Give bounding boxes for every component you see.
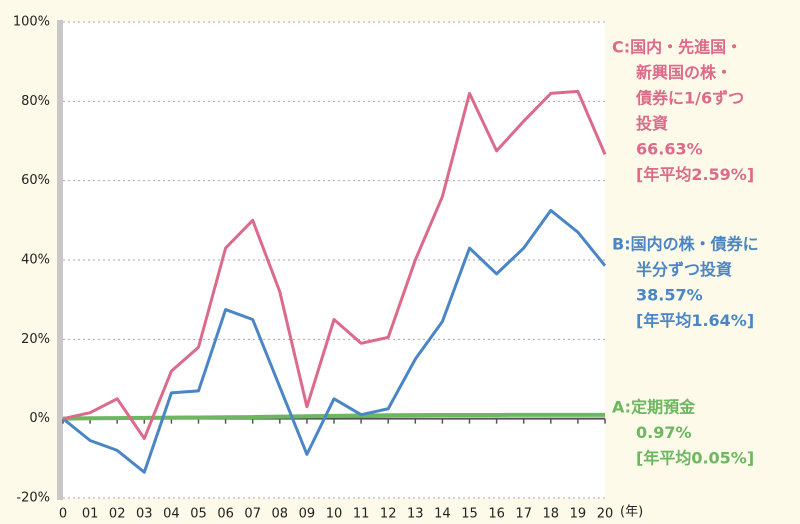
annotation: B:国内の株・債券に [612, 235, 759, 254]
y-tick-label: 100% [13, 15, 50, 30]
y-tick-label: 40% [21, 253, 50, 268]
annotation: [年平均1.64%] [636, 311, 754, 330]
x-tick-label: 09 [299, 507, 316, 522]
series-line [62, 208, 607, 474]
x-tick-label: 16 [488, 507, 505, 522]
series-line [62, 89, 607, 440]
x-tick-label: 14 [434, 507, 451, 522]
x-tick-label: 20 [597, 507, 614, 522]
y-axis [57, 20, 63, 500]
annotation: 66.63% [636, 140, 703, 159]
x-tick-label: 10 [326, 507, 343, 522]
y-tick-label: 60% [21, 173, 50, 188]
x-tick-label: 13 [407, 507, 424, 522]
y-tick-label: 80% [21, 94, 50, 109]
x-tick-label: 12 [380, 507, 397, 522]
x-tick-label: 15 [461, 507, 478, 522]
annotation: 新興国の株・ [636, 63, 732, 82]
annotation: 半分ずつ投資 [636, 260, 732, 279]
x-tick-label: 05 [190, 507, 207, 522]
annotation: [年平均2.59%] [636, 165, 754, 184]
x-tick-label: 19 [570, 507, 587, 522]
x-tick-label: 0 [59, 507, 67, 522]
x-tick-label: 04 [163, 507, 180, 522]
x-tick-label: 08 [272, 507, 289, 522]
annotation: 0.97% [636, 423, 692, 442]
x-tick-label: 07 [244, 507, 261, 522]
annotation: A:定期預金 [612, 398, 696, 417]
annotation: 債券に1/6ずつ [635, 89, 744, 108]
annotation: C:国内・先進国・ [612, 38, 742, 57]
x-tick-label: 01 [82, 507, 99, 522]
x-tick-label: 02 [109, 507, 126, 522]
x-tick-label: 11 [353, 507, 370, 522]
annotation: 38.57% [636, 286, 703, 305]
x-tick-label: 06 [217, 507, 234, 522]
y-tick-label: 20% [21, 332, 50, 347]
annotation: 投資 [636, 114, 668, 133]
x-tick-label: 18 [543, 507, 560, 522]
y-tick-label: -20% [16, 491, 50, 506]
x-tick-label: 03 [136, 507, 153, 522]
x-axis-label: (年) [620, 505, 643, 520]
annotation: [年平均0.05%] [636, 449, 754, 468]
x-tick-label: 17 [515, 507, 532, 522]
y-tick-label: 0% [29, 411, 50, 426]
